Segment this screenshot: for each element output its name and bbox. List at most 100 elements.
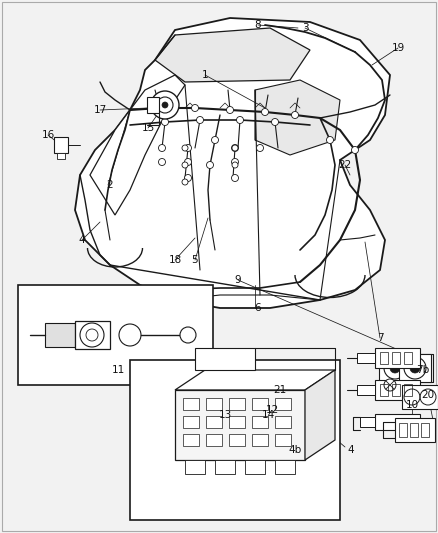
Circle shape [326, 136, 333, 143]
Bar [275, 460, 295, 474]
Bar [380, 384, 388, 396]
Bar [275, 434, 291, 446]
Circle shape [180, 327, 196, 343]
Bar [395, 418, 435, 442]
Text: 4b: 4b [288, 445, 302, 455]
Bar [252, 416, 268, 428]
Circle shape [159, 158, 166, 166]
Circle shape [156, 104, 163, 111]
Bar [75, 321, 110, 349]
Bar [360, 417, 375, 427]
Bar [357, 385, 375, 395]
Circle shape [232, 158, 239, 166]
Text: 12: 12 [265, 405, 279, 415]
Bar [183, 434, 199, 446]
Bar [399, 423, 407, 437]
Bar [206, 398, 222, 410]
Polygon shape [255, 80, 340, 155]
Text: 13: 13 [219, 410, 232, 420]
Polygon shape [155, 28, 310, 82]
Bar [375, 414, 420, 430]
Bar [380, 352, 388, 364]
Bar [54, 137, 68, 153]
Text: 16: 16 [41, 130, 55, 140]
Circle shape [184, 144, 191, 151]
Circle shape [292, 111, 299, 118]
Circle shape [162, 118, 169, 125]
Circle shape [232, 145, 238, 151]
Bar [206, 434, 222, 446]
Circle shape [232, 162, 238, 168]
Bar [183, 416, 199, 428]
Polygon shape [75, 18, 390, 308]
Bar [18, 285, 213, 385]
Text: 4: 4 [347, 445, 353, 455]
Text: 2: 2 [107, 180, 113, 190]
Bar [45, 323, 75, 347]
Bar [404, 384, 412, 396]
Bar [57, 153, 65, 159]
Text: 5: 5 [192, 255, 198, 265]
Text: 4: 4 [79, 235, 85, 245]
Text: 22: 22 [339, 160, 352, 170]
Circle shape [151, 91, 179, 119]
Text: 10: 10 [406, 400, 419, 410]
Bar [392, 352, 400, 364]
Bar [229, 398, 245, 410]
Text: 9: 9 [235, 275, 241, 285]
Text: 11: 11 [111, 365, 125, 375]
Circle shape [197, 117, 204, 124]
Circle shape [232, 174, 239, 182]
Polygon shape [305, 370, 335, 460]
Polygon shape [90, 75, 185, 215]
Bar [206, 416, 222, 428]
Text: 17: 17 [93, 105, 106, 115]
Circle shape [182, 145, 188, 151]
Circle shape [410, 363, 420, 373]
Polygon shape [195, 348, 255, 370]
Text: 19: 19 [392, 43, 405, 53]
Bar [183, 398, 199, 410]
Text: 14: 14 [261, 410, 275, 420]
Text: 21: 21 [273, 385, 286, 395]
Circle shape [212, 136, 219, 143]
Text: 6: 6 [254, 303, 261, 313]
Bar [404, 352, 412, 364]
Bar [399, 354, 431, 382]
Text: 15: 15 [141, 123, 155, 133]
Text: 3: 3 [302, 23, 308, 33]
Bar [402, 385, 438, 409]
Bar [421, 423, 429, 437]
Text: 8: 8 [254, 20, 261, 30]
Bar [392, 384, 400, 396]
Bar [130, 360, 340, 520]
Text: 20: 20 [421, 390, 434, 400]
Circle shape [272, 118, 279, 125]
Circle shape [384, 379, 396, 391]
Circle shape [237, 117, 244, 124]
Bar [379, 354, 411, 382]
Bar [229, 434, 245, 446]
Circle shape [352, 147, 358, 154]
Bar [245, 460, 265, 474]
Bar [375, 348, 420, 368]
Circle shape [159, 144, 166, 151]
Text: 1: 1 [201, 70, 208, 80]
Bar [357, 353, 375, 363]
Bar [375, 380, 420, 400]
Circle shape [162, 102, 168, 108]
Circle shape [182, 179, 188, 185]
Text: 7: 7 [377, 333, 383, 343]
Bar [147, 97, 159, 113]
Text: 18: 18 [168, 255, 182, 265]
Circle shape [390, 363, 400, 373]
Circle shape [184, 158, 191, 166]
Circle shape [184, 174, 191, 182]
Circle shape [191, 104, 198, 111]
Bar [252, 434, 268, 446]
Polygon shape [175, 370, 335, 390]
Circle shape [206, 161, 213, 168]
Circle shape [261, 109, 268, 116]
Polygon shape [175, 390, 305, 460]
Bar [410, 423, 418, 437]
